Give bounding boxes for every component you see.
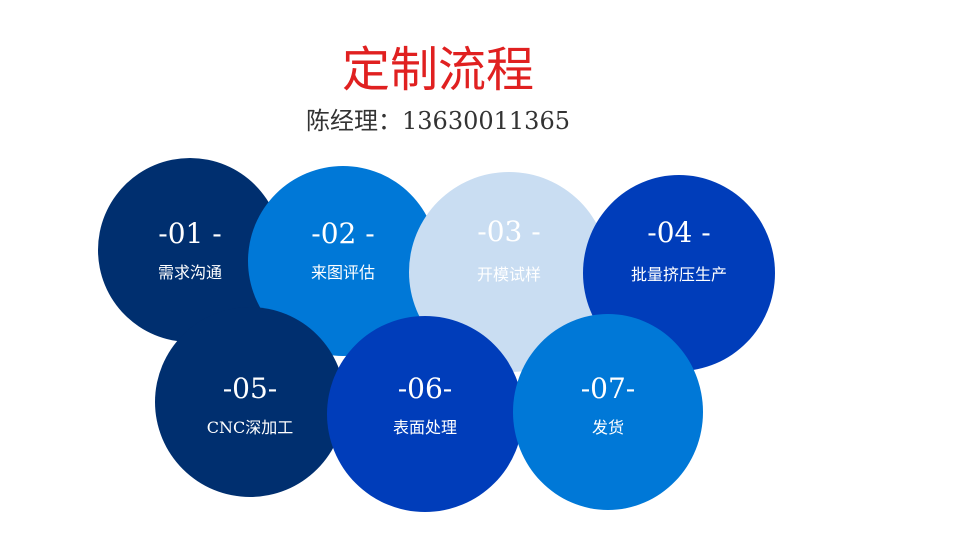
step-circle-05: -05- CNC深加工 xyxy=(155,307,345,497)
contact-info: 陈经理：13630011365 xyxy=(306,107,570,135)
step-label: 来图评估 xyxy=(310,263,375,282)
step-label: 开模试样 xyxy=(476,265,541,284)
step-label: 批量挤压生产 xyxy=(630,265,727,284)
step-circle-07: -07- 发货 xyxy=(513,314,703,510)
step-label: CNC深加工 xyxy=(206,418,294,437)
step-label: 发货 xyxy=(591,418,624,437)
step-number: -03 - xyxy=(477,215,541,248)
step-circle-06: -06- 表面处理 xyxy=(327,316,523,512)
step-number: -07- xyxy=(580,372,636,405)
step-number: -05- xyxy=(222,372,278,405)
step-number: -02 - xyxy=(311,217,375,250)
step-label: 表面处理 xyxy=(392,418,457,437)
step-label: 需求沟通 xyxy=(157,263,222,282)
page-title: 定制流程 xyxy=(341,42,534,98)
step-number: -01 - xyxy=(158,217,222,250)
step-number: -06- xyxy=(397,372,453,405)
step-number: -04 - xyxy=(647,216,711,249)
